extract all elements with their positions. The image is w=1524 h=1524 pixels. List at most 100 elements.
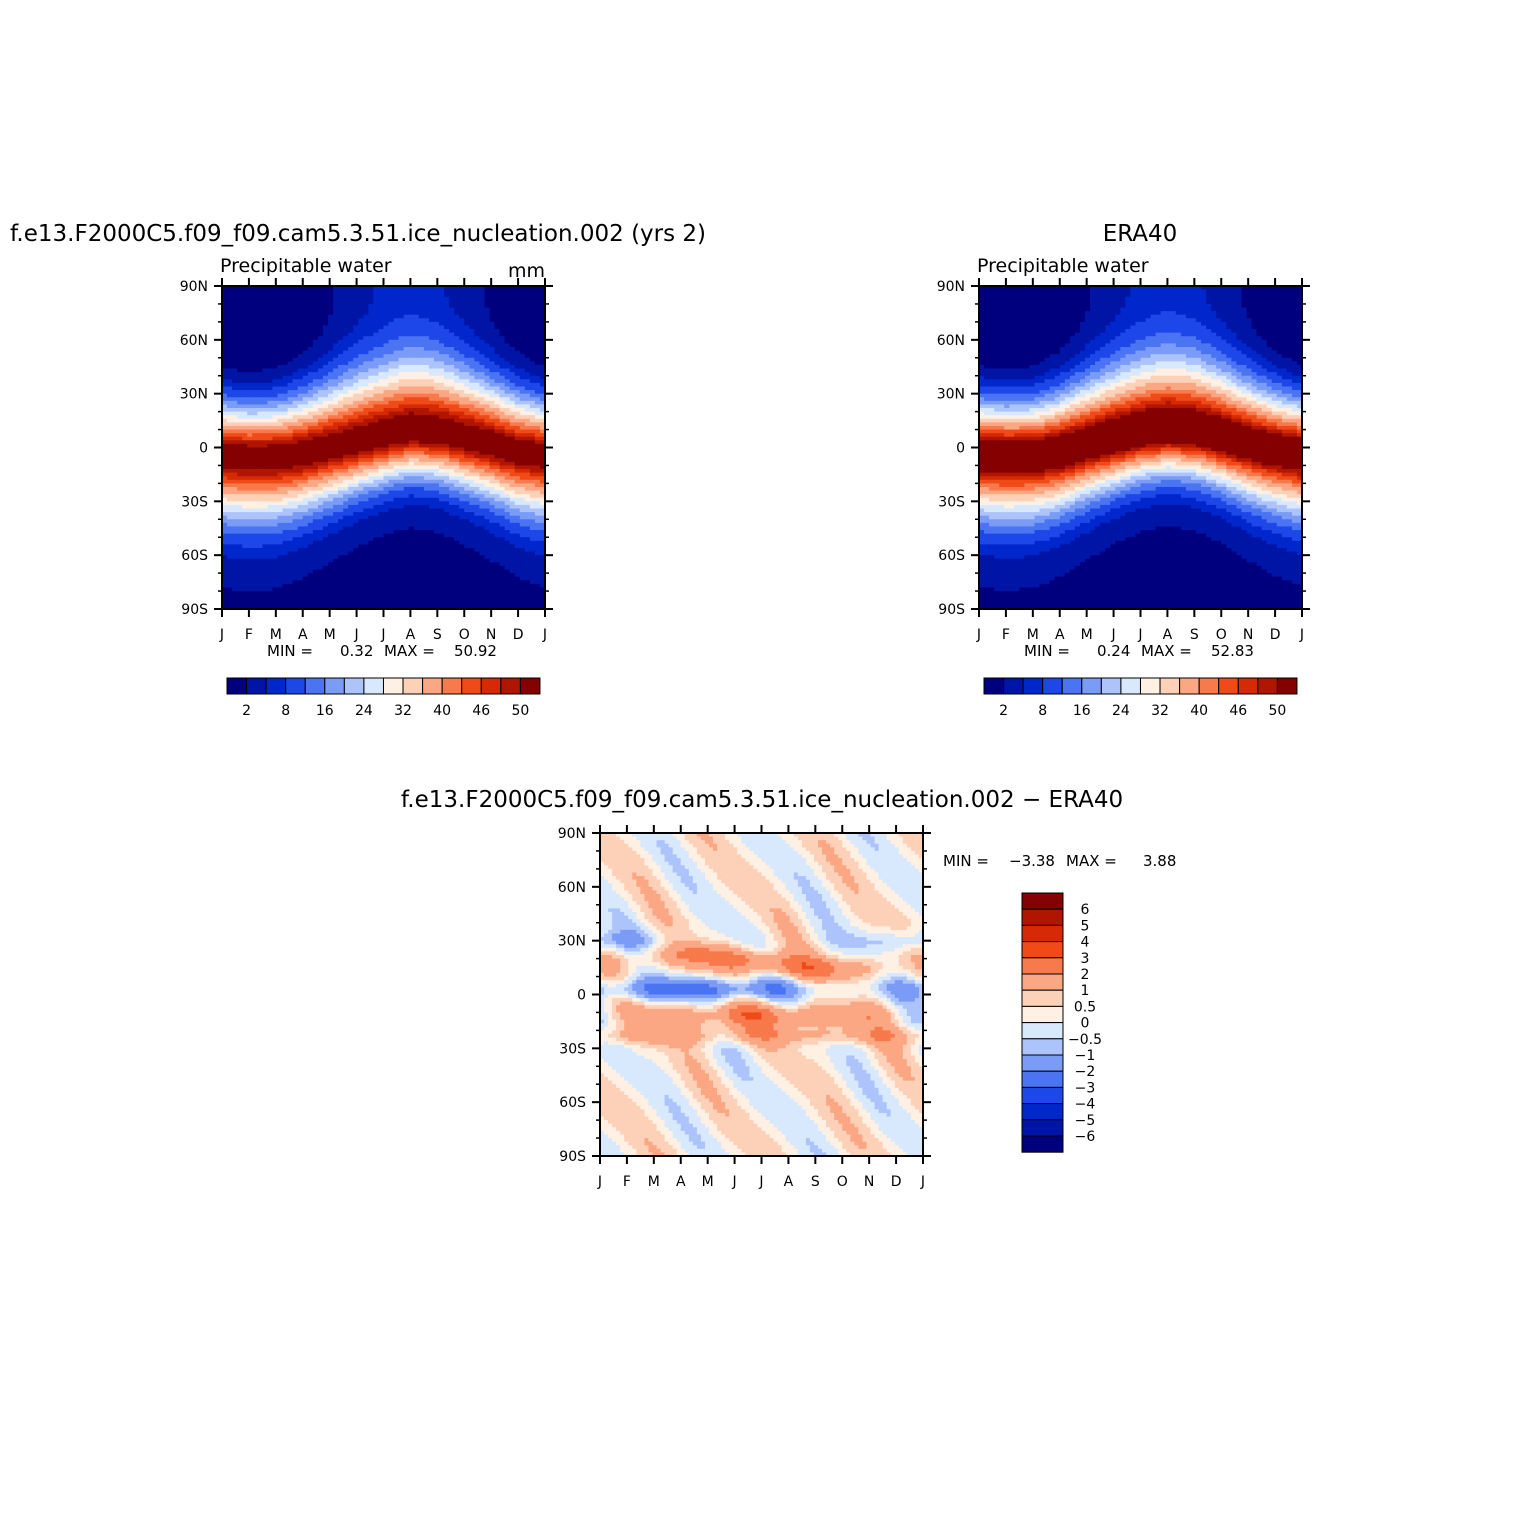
field-cell	[398, 397, 405, 402]
field-cell	[327, 551, 334, 556]
field-cell	[398, 372, 405, 377]
field-cell	[237, 397, 243, 402]
field-cell	[413, 547, 420, 553]
field-cell	[348, 558, 354, 563]
field-cell	[232, 458, 238, 463]
field-cell	[257, 486, 263, 492]
field-cell	[358, 408, 364, 413]
field-cell	[454, 483, 460, 488]
field-cell	[247, 461, 253, 467]
field-cell	[232, 332, 238, 337]
field-cell	[247, 501, 253, 506]
field-cell	[247, 465, 253, 470]
field-cell	[428, 397, 435, 402]
field-cell	[302, 501, 309, 506]
field-cell	[287, 286, 294, 291]
field-cell	[292, 397, 299, 402]
field-cell	[454, 476, 460, 481]
field-cell	[317, 372, 324, 377]
field-cell	[242, 289, 248, 294]
field-cell	[282, 436, 289, 441]
field-cell	[277, 526, 284, 531]
field-cell	[469, 440, 475, 445]
field-cell	[292, 472, 299, 477]
field-cell	[247, 311, 253, 316]
field-cell	[242, 411, 248, 416]
field-cell	[317, 314, 324, 319]
field-cell	[227, 307, 233, 312]
field-cell	[514, 418, 521, 423]
field-cell	[343, 390, 349, 395]
field-cell	[257, 303, 263, 309]
field-cell	[509, 472, 516, 477]
field-cell	[383, 422, 390, 427]
field-cell	[494, 404, 501, 409]
field-cell	[333, 458, 339, 463]
field-cell	[327, 465, 334, 470]
field-cell	[257, 433, 263, 438]
field-cell	[252, 461, 258, 467]
field-cell	[232, 357, 238, 362]
field-cell	[418, 472, 425, 477]
field-cell	[292, 483, 299, 488]
field-cell	[464, 411, 470, 416]
field-cell	[292, 303, 299, 309]
field-cell	[222, 533, 228, 538]
field-cell	[227, 311, 233, 316]
field-cell	[534, 354, 541, 359]
field-cell	[484, 386, 491, 391]
field-cell	[333, 469, 339, 474]
field-cell	[464, 436, 470, 441]
field-cell	[378, 490, 385, 495]
field-cell	[297, 393, 304, 398]
field-cell	[378, 433, 385, 438]
field-cell	[348, 329, 354, 334]
field-cell	[393, 537, 400, 542]
field-cell	[297, 443, 304, 449]
field-cell	[368, 558, 375, 563]
field-cell	[343, 318, 349, 323]
field-cell	[403, 447, 410, 452]
panel-model-field	[222, 286, 545, 609]
field-cell	[237, 408, 243, 413]
field-cell	[282, 526, 289, 531]
field-cell	[353, 390, 359, 395]
field-cell	[252, 350, 258, 355]
field-cell	[509, 544, 516, 549]
field-cell	[262, 418, 269, 423]
field-cell	[454, 386, 460, 391]
field-cell	[534, 418, 541, 423]
field-cell	[393, 314, 400, 319]
field-cell	[499, 286, 506, 291]
field-cell	[519, 519, 526, 524]
field-cell	[267, 411, 274, 416]
field-cell	[454, 350, 460, 355]
field-cell	[514, 540, 521, 545]
field-cell	[297, 508, 304, 513]
field-cell	[242, 354, 248, 359]
field-cell	[428, 440, 435, 445]
field-cell	[297, 339, 304, 345]
field-cell	[433, 390, 440, 395]
field-cell	[439, 422, 445, 427]
field-cell	[504, 547, 511, 553]
field-cell	[297, 469, 304, 474]
field-cell	[449, 303, 455, 309]
field-cell	[459, 479, 465, 484]
field-cell	[509, 357, 516, 362]
field-cell	[393, 343, 400, 348]
field-cell	[343, 386, 349, 391]
field-cell	[403, 422, 410, 427]
field-cell	[252, 494, 258, 499]
field-cell	[297, 486, 304, 492]
field-cell	[272, 386, 279, 391]
field-cell	[247, 289, 253, 294]
field-cell	[408, 544, 415, 549]
field-cell	[504, 515, 511, 520]
field-cell	[317, 533, 324, 538]
field-cell	[479, 350, 486, 355]
field-cell	[343, 422, 349, 427]
field-cell	[479, 440, 486, 445]
field-cell	[262, 537, 269, 542]
field-cell	[322, 354, 329, 359]
